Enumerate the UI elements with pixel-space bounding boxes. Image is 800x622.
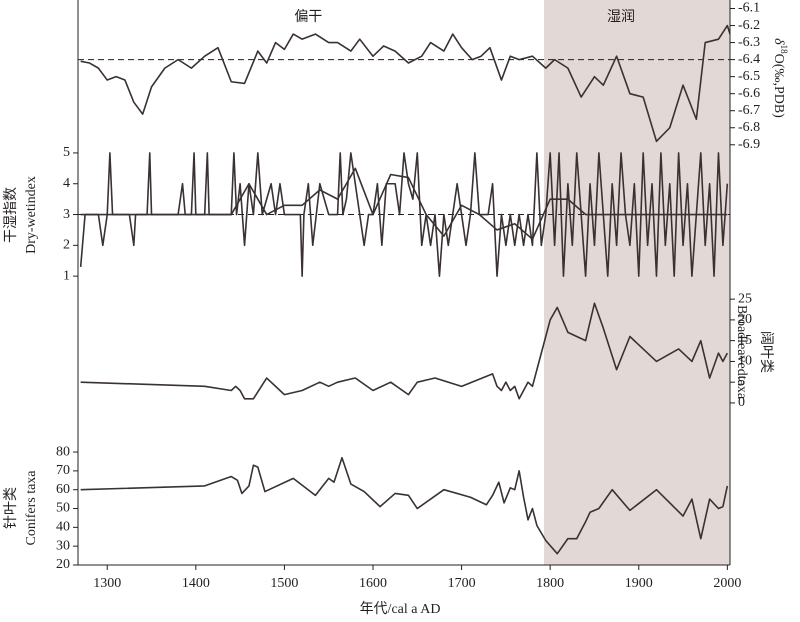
y-tick-label: 1 xyxy=(63,268,70,283)
y-tick-label: 20 xyxy=(738,312,752,327)
y-tick-label: -6.7 xyxy=(738,103,760,118)
y-tick-label: 70 xyxy=(56,463,70,478)
y-tick-label: -6.9 xyxy=(738,137,760,152)
x-tick-label: 1600 xyxy=(359,576,387,591)
y-axis-title: 阔叶类 xyxy=(758,331,774,373)
y-axis-title-part: δ xyxy=(771,38,786,45)
y-tick-label: 30 xyxy=(56,538,70,553)
y-axis-title: 针叶类 xyxy=(3,487,19,529)
data-line xyxy=(80,167,728,240)
y-axis-label: δ18O(‰,PDB) xyxy=(771,38,789,118)
y-axis-title: δ18O(‰,PDB) xyxy=(771,38,789,118)
y-tick-label: 80 xyxy=(56,444,70,459)
y-tick-label: 5 xyxy=(63,145,70,160)
y-tick-label: 5 xyxy=(738,374,745,389)
y-tick-label: -6.4 xyxy=(738,52,760,67)
annotation: 偏干 xyxy=(294,9,322,25)
x-tick-label: 1900 xyxy=(625,576,653,591)
data-line xyxy=(80,302,729,400)
y-tick-label: 3 xyxy=(63,207,70,222)
y-tick-label: 10 xyxy=(738,354,752,369)
x-tick-label: 1700 xyxy=(448,576,476,591)
y-axis-title-part: O(‰,PDB) xyxy=(771,54,786,119)
y-tick-label: -6.3 xyxy=(738,35,760,50)
annotation: 湿润 xyxy=(607,9,635,25)
y-tick-label: 0 xyxy=(738,395,745,410)
x-tick-label: 1500 xyxy=(270,576,298,591)
y-tick-label: -6.1 xyxy=(738,1,760,16)
y-tick-label: 60 xyxy=(56,482,70,497)
y-tick-label: 25 xyxy=(738,291,752,306)
x-tick-label: 1400 xyxy=(182,576,210,591)
x-axis-label: 年代/cal a AD xyxy=(360,601,441,617)
y-axis-title: Broadleavedtaxa xyxy=(734,305,749,400)
x-tick-label: 2000 xyxy=(713,576,741,591)
y-axis-title: 干湿指数 xyxy=(3,187,19,243)
y-tick-label: 15 xyxy=(738,333,752,348)
y-axis-label: 阔叶类 Broadleavedtaxa xyxy=(734,305,774,400)
y-tick-label: -6.5 xyxy=(738,69,760,84)
y-axis-label: 针叶类 Conifers taxa xyxy=(3,470,39,546)
y-tick-label: 2 xyxy=(63,238,70,253)
y-tick-label: -6.8 xyxy=(738,120,760,135)
data-line xyxy=(80,24,731,143)
y-tick-label: 4 xyxy=(63,176,70,191)
y-axis-title: Conifers taxa xyxy=(24,470,39,546)
x-tick-label: 1800 xyxy=(536,576,564,591)
y-axis-label: 干湿指数 Dry-wetindex xyxy=(3,176,39,254)
y-axis-title: Dry-wetindex xyxy=(24,176,39,254)
x-tick-label: 1300 xyxy=(93,576,121,591)
y-tick-label: 20 xyxy=(56,557,70,572)
y-tick-label: -6.2 xyxy=(738,18,760,33)
data-line xyxy=(80,456,729,555)
y-tick-label: 40 xyxy=(56,520,70,535)
y-tick-label: 50 xyxy=(56,501,70,516)
y-axis-title-part: 18 xyxy=(779,45,789,55)
highlight-band xyxy=(543,0,730,565)
y-tick-label: -6.6 xyxy=(738,86,760,101)
